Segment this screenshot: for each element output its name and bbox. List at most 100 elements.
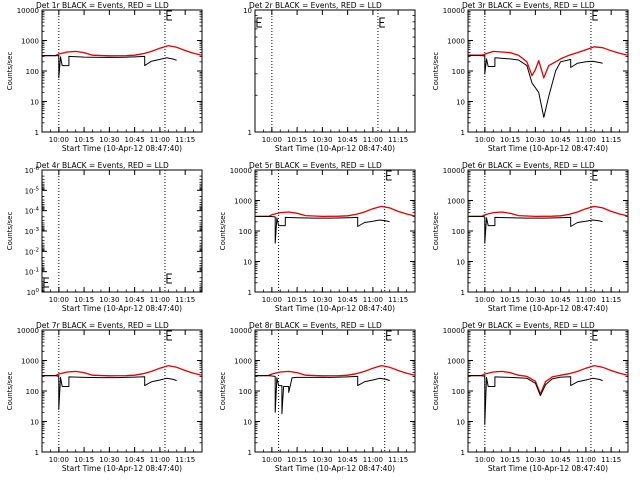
y-tick-label: 10 [243, 7, 252, 15]
panel-title: Det 3r BLACK = Events, RED = LLD [462, 1, 595, 10]
y-tick-label: 100 [452, 68, 465, 76]
x-tick-label: 10:15 [500, 136, 520, 144]
det-panel-8: Det 8r BLACK = Events, RED = LLD 1 10 100 10… [219, 321, 416, 473]
x-tick-label: 10:15 [287, 456, 307, 464]
x-tick-label: 10:00 [475, 296, 495, 304]
y-tick-label: 1 [248, 289, 252, 297]
events-series-line [467, 54, 603, 118]
y-tick-label: 1000 [234, 198, 252, 206]
y-axis-label: Counts/sec [6, 372, 14, 411]
x-tick-label: 11:00 [576, 296, 596, 304]
x-tick-label: 10:45 [338, 136, 358, 144]
x-tick-label: 10:00 [262, 296, 282, 304]
x-axis-label: Start Time (10-Apr-12 08:47:40) [275, 144, 395, 153]
panel-title: Det 8r BLACK = Events, RED = LLD [249, 321, 382, 330]
y-axis-label: Counts/sec [432, 52, 440, 91]
x-tick-label: 10:00 [262, 136, 282, 144]
x-tick-label: 10:15 [500, 456, 520, 464]
y-tick-label: 1 [35, 129, 39, 137]
x-axis-label: Start Time (10-Apr-12 08:47:40) [488, 464, 608, 473]
y-tick-label: 10-1 [25, 268, 39, 277]
y-tick-label: 10-3 [25, 227, 40, 236]
x-tick-label: 10:00 [49, 136, 69, 144]
x-tick-label: 11:00 [150, 296, 170, 304]
x-tick-label: 10:00 [49, 456, 69, 464]
y-tick-label: 10000 [17, 7, 39, 15]
bracket-marker [166, 330, 172, 341]
bracket-marker [166, 10, 172, 21]
events-series-line [468, 375, 603, 425]
x-tick-label: 11:00 [363, 136, 383, 144]
events-series-line [42, 55, 177, 79]
y-tick-label: 10000 [230, 327, 252, 335]
bracket-marker [592, 170, 598, 181]
plot-frame [254, 9, 416, 133]
plot-frame [467, 9, 629, 133]
x-tick-label: 10:30 [99, 456, 119, 464]
x-tick-label: 10:45 [551, 296, 571, 304]
x-axis-label: Start Time (10-Apr-12 08:47:40) [275, 464, 395, 473]
x-tick-label: 10:45 [338, 456, 358, 464]
y-tick-label: 10 [456, 419, 465, 427]
y-tick-label: 100 [26, 68, 39, 76]
plot-frame [467, 169, 629, 293]
y-tick-label: 1 [35, 449, 39, 457]
panel-title: Det 5r BLACK = Events, RED = LLD [249, 161, 382, 170]
plot-frame [467, 329, 629, 453]
panel-title: Det 7r BLACK = Events, RED = LLD [36, 321, 169, 330]
x-tick-label: 10:15 [287, 296, 307, 304]
y-tick-label: 1 [248, 129, 252, 137]
y-tick-label: 10000 [443, 327, 465, 335]
y-tick-label: 100 [239, 228, 252, 236]
bracket-marker [379, 17, 385, 28]
bracket-marker [386, 330, 392, 341]
x-axis-label: Start Time (10-Apr-12 08:47:40) [275, 304, 395, 313]
x-tick-label: 11:00 [150, 456, 170, 464]
y-tick-label: 10000 [230, 167, 252, 175]
y-tick-label: 10 [456, 99, 465, 107]
det-panel-2: Det 2r BLACK = Events, RED = LLD 1 10 10:00… [243, 1, 416, 153]
panel-title: Det 6r BLACK = Events, RED = LLD [462, 161, 595, 170]
bracket-marker [256, 17, 262, 28]
x-tick-label: 11:00 [576, 456, 596, 464]
events-series-line [255, 375, 390, 415]
y-tick-label: 100 [26, 388, 39, 396]
y-axis-label: Counts/sec [219, 372, 227, 411]
x-tick-label: 11:00 [150, 136, 170, 144]
x-tick-label: 10:15 [74, 456, 94, 464]
y-tick-label: 1 [461, 449, 465, 457]
y-tick-label: 100 [239, 388, 252, 396]
panel-title: Det 9r BLACK = Events, RED = LLD [462, 321, 595, 330]
y-tick-label: 1000 [447, 198, 465, 206]
bracket-marker [592, 10, 598, 21]
lld-series-line [468, 205, 629, 218]
x-tick-label: 10:15 [500, 296, 520, 304]
x-tick-label: 10:45 [125, 456, 145, 464]
x-tick-label: 10:45 [125, 136, 145, 144]
lld-series-line [42, 44, 203, 57]
x-axis-label: Start Time (10-Apr-12 08:47:40) [62, 144, 182, 153]
x-tick-label: 11:00 [363, 456, 383, 464]
x-tick-label: 11:00 [363, 296, 383, 304]
lld-series-line [468, 46, 629, 79]
x-tick-label: 10:45 [125, 296, 145, 304]
y-tick-label: 1000 [447, 38, 465, 46]
y-tick-label: 10 [243, 259, 252, 267]
y-tick-label: 1000 [21, 38, 39, 46]
x-tick-label: 10:30 [525, 456, 545, 464]
x-tick-label: 10:30 [525, 296, 545, 304]
panel-title: Det 2r BLACK = Events, RED = LLD [249, 1, 382, 10]
y-tick-label: 10 [456, 259, 465, 267]
x-tick-label: 11:15 [175, 296, 195, 304]
det-panel-1: Det 1r BLACK = Events, RED = LLD 1 10 100 10… [6, 1, 203, 153]
x-tick-label: 10:15 [74, 296, 94, 304]
x-tick-label: 10:30 [312, 136, 332, 144]
x-tick-label: 11:15 [388, 456, 408, 464]
x-tick-label: 10:00 [475, 456, 495, 464]
x-axis-label: Start Time (10-Apr-12 08:47:40) [62, 464, 182, 473]
x-tick-label: 10:45 [551, 136, 571, 144]
x-tick-label: 10:30 [99, 296, 119, 304]
bracket-marker [386, 170, 392, 181]
y-tick-label: 10000 [17, 327, 39, 335]
y-tick-label: 10-6 [25, 166, 40, 175]
